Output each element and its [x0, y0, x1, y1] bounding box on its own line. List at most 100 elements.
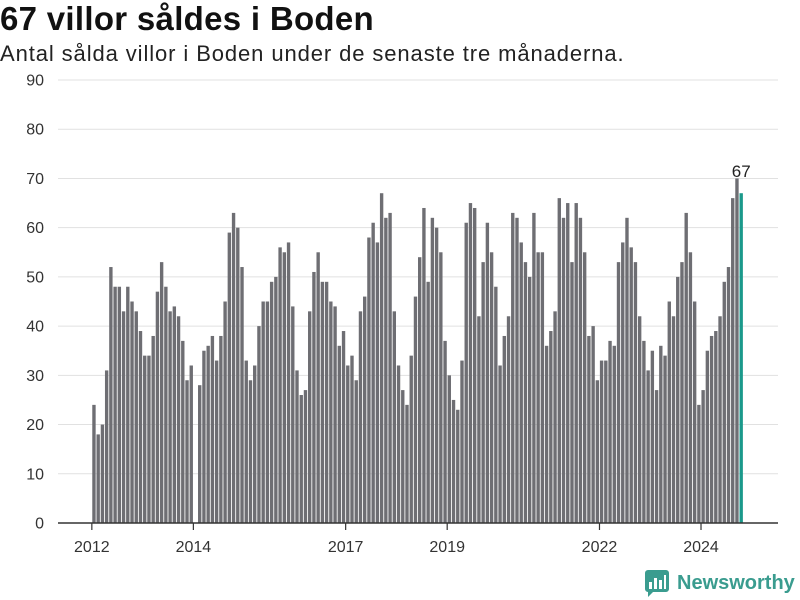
bar-2019-06: [468, 203, 473, 523]
bar-2012-07: [117, 286, 122, 523]
bar-2013-06: [164, 286, 168, 523]
bar-2017-08: [375, 242, 380, 523]
bar-2022-02: [604, 360, 608, 523]
bar-2012-02: [96, 434, 100, 523]
bar-2024-02: [705, 350, 710, 523]
x-tick-label: 2019: [429, 539, 465, 556]
bar-2020-03: [506, 316, 511, 523]
bar-2018-02: [401, 390, 405, 523]
bar-2020-02: [502, 335, 506, 523]
bar-2018-07: [422, 207, 426, 524]
bar-2014-06: [214, 360, 219, 523]
y-tick-label: 30: [26, 368, 44, 385]
bar-2021-02: [553, 311, 557, 523]
bar-2019-02: [451, 399, 456, 523]
bar-2018-11: [439, 252, 443, 523]
bar-2022-07: [625, 217, 629, 523]
bar-2023-02: [654, 390, 659, 523]
bar-highlighted-2024-10: [739, 193, 743, 523]
bar-2024-04: [714, 331, 718, 523]
highlight-value-label: 67: [732, 162, 751, 181]
bar-2013-07: [168, 311, 172, 523]
bar-2020-05: [515, 217, 519, 523]
y-tick-label: 10: [26, 466, 44, 483]
bar-2015-07: [269, 281, 274, 523]
bar-2013-10: [181, 340, 185, 523]
newsworthy-bar-chart-icon: [645, 570, 669, 597]
x-tick-label: 2017: [328, 539, 364, 556]
bar-2024-06: [722, 281, 726, 523]
bar-2014-11: [236, 227, 240, 524]
bar-2013-09: [176, 316, 181, 523]
bar-2019-03: [456, 409, 460, 523]
y-tick-label: 50: [26, 269, 44, 286]
bar-2021-08: [578, 217, 583, 523]
bar-2023-10: [688, 252, 693, 523]
bar-2021-03: [557, 198, 561, 523]
bar-2015-10: [282, 252, 287, 523]
bar-2024-08: [731, 198, 735, 523]
bar-2024-07: [726, 267, 731, 523]
bar-2013-12: [189, 365, 193, 523]
bar-2013-03: [151, 335, 155, 523]
bar-2015-08: [274, 276, 278, 523]
x-tick-label: 2024: [683, 539, 719, 556]
labels: 0 10 20 30 40 50 60 70 80 90 2012 2014 2017 2019 2022 2…: [26, 73, 750, 557]
bar-2024-03: [709, 335, 714, 523]
bar-2020-04: [511, 212, 515, 523]
bar-2018-03: [405, 404, 409, 523]
bar-2020-07: [523, 262, 528, 523]
bar-2014-08: [223, 301, 227, 523]
bar-2015-02: [248, 380, 253, 523]
bar-2013-02: [147, 355, 151, 523]
bar-2018-04: [409, 355, 413, 523]
bar-2015-11: [286, 242, 291, 523]
chart-subtitle: Antal sålda villor i Boden under de sena…: [0, 41, 625, 66]
bar-2021-07: [574, 203, 578, 523]
bar-2023-06: [671, 316, 676, 523]
bar-2015-05: [261, 301, 265, 523]
bar-2022-04: [612, 345, 616, 523]
bar-2013-01: [143, 355, 147, 523]
bar-2020-10: [536, 252, 540, 523]
y-tick-label: 60: [26, 220, 44, 237]
bar-2021-09: [582, 252, 587, 523]
bar-2021-01: [549, 331, 553, 523]
bar-2016-11: [337, 345, 341, 523]
bar-2016-01: [295, 370, 299, 523]
bar-2019-08: [477, 316, 481, 523]
bar-2017-04: [358, 311, 363, 523]
bar-2012-08: [121, 311, 126, 523]
bars: [92, 178, 743, 524]
bar-2020-06: [519, 242, 523, 523]
bar-2014-09: [227, 232, 232, 523]
bar-2019-11: [489, 252, 494, 523]
bar-2018-06: [418, 257, 422, 523]
bar-2021-05: [566, 203, 570, 523]
bar-2016-04: [308, 311, 312, 523]
bar-2022-08: [629, 247, 633, 524]
bar-2021-10: [587, 335, 591, 523]
y-tick-label: 80: [26, 122, 44, 139]
bar-2017-03: [354, 380, 358, 523]
bar-2021-12: [595, 380, 600, 523]
bar-2022-01: [599, 360, 604, 523]
bar-2019-05: [464, 222, 468, 524]
bar-2014-03: [202, 350, 206, 523]
bar-2023-12: [697, 404, 701, 523]
bar-2012-10: [130, 301, 134, 523]
bar-2022-06: [621, 242, 625, 523]
bar-2018-09: [430, 217, 435, 523]
bar-2016-07: [320, 281, 325, 523]
bar-2023-01: [650, 350, 655, 523]
bar-2017-05: [363, 296, 367, 523]
bar-2019-04: [460, 360, 464, 523]
bar-2016-12: [341, 331, 346, 523]
bar-2023-04: [663, 355, 667, 523]
bar-2012-04: [104, 370, 109, 523]
bar-2014-07: [219, 335, 223, 523]
bar-2019-07: [472, 207, 477, 524]
bar-2022-03: [608, 340, 612, 523]
